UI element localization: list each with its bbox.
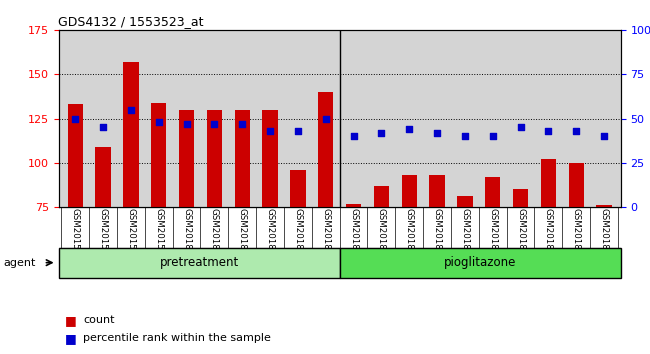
Text: GSM201840: GSM201840	[488, 208, 497, 261]
Bar	[68, 104, 83, 340]
Text: GSM201841: GSM201841	[516, 208, 525, 261]
Point	[515, 125, 526, 130]
Text: pretreatment: pretreatment	[159, 256, 239, 269]
Bar	[235, 110, 250, 340]
Point	[599, 133, 609, 139]
Bar	[339, 248, 621, 278]
Bar	[179, 110, 194, 340]
Text: GSM201835: GSM201835	[349, 208, 358, 261]
Text: GSM201844: GSM201844	[599, 208, 608, 261]
Text: ■: ■	[65, 314, 77, 327]
Text: GSM201833: GSM201833	[293, 208, 302, 261]
Point	[404, 126, 415, 132]
Bar	[597, 205, 612, 340]
Text: GSM201830: GSM201830	[210, 208, 219, 261]
Bar	[457, 196, 473, 340]
Point	[488, 133, 498, 139]
Bar	[96, 147, 111, 340]
Text: GSM201543: GSM201543	[99, 208, 107, 261]
Bar	[151, 103, 166, 340]
Bar	[263, 110, 278, 340]
Point	[292, 128, 303, 134]
Point	[571, 128, 581, 134]
Bar	[402, 175, 417, 340]
Bar	[485, 177, 500, 340]
Point	[125, 107, 136, 113]
Point	[209, 121, 220, 127]
Text: GSM201545: GSM201545	[154, 208, 163, 261]
Text: GSM201838: GSM201838	[432, 208, 441, 261]
Text: GSM201834: GSM201834	[321, 208, 330, 261]
Text: GSM201842: GSM201842	[544, 208, 553, 261]
Point	[320, 116, 331, 121]
Text: GSM201843: GSM201843	[572, 208, 580, 261]
Point	[376, 130, 387, 136]
Point	[153, 119, 164, 125]
Bar	[346, 204, 361, 340]
Point	[98, 125, 109, 130]
Point	[237, 121, 248, 127]
Text: GSM201836: GSM201836	[377, 208, 386, 261]
Bar	[207, 110, 222, 340]
Text: pioglitazone: pioglitazone	[444, 256, 516, 269]
Text: count: count	[83, 315, 114, 325]
Point	[348, 133, 359, 139]
Bar	[513, 189, 528, 340]
Text: GDS4132 / 1553523_at: GDS4132 / 1553523_at	[58, 15, 204, 28]
Text: GSM201544: GSM201544	[126, 208, 135, 261]
Text: GSM201542: GSM201542	[71, 208, 80, 261]
Point	[432, 130, 442, 136]
Point	[460, 133, 470, 139]
Point	[543, 128, 554, 134]
Text: GSM201831: GSM201831	[238, 208, 247, 261]
Bar	[318, 92, 333, 340]
Text: GSM201839: GSM201839	[460, 208, 469, 261]
Bar	[430, 175, 445, 340]
Text: GSM201837: GSM201837	[405, 208, 413, 261]
Bar	[374, 186, 389, 340]
Bar	[541, 159, 556, 340]
Bar	[124, 62, 138, 340]
Text: GSM201832: GSM201832	[266, 208, 274, 261]
Bar	[290, 170, 305, 340]
Text: ■: ■	[65, 332, 77, 344]
Point	[265, 128, 275, 134]
Bar	[569, 163, 584, 340]
Point	[70, 116, 81, 121]
Text: GSM201829: GSM201829	[182, 208, 191, 261]
Bar	[58, 248, 339, 278]
Text: agent: agent	[3, 258, 36, 268]
Point	[181, 121, 192, 127]
Text: percentile rank within the sample: percentile rank within the sample	[83, 333, 271, 343]
